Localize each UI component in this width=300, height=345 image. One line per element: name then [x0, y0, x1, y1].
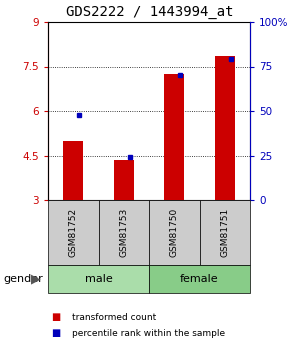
- Text: GSM81751: GSM81751: [220, 208, 229, 257]
- Text: ■: ■: [51, 328, 60, 338]
- Text: ▶: ▶: [31, 273, 41, 286]
- Text: ■: ■: [51, 312, 60, 322]
- Bar: [215, 56, 235, 200]
- Text: transformed count: transformed count: [72, 313, 156, 322]
- Text: male: male: [85, 274, 112, 284]
- Text: GSM81750: GSM81750: [170, 208, 179, 257]
- Text: female: female: [180, 274, 219, 284]
- Text: gender: gender: [3, 274, 43, 284]
- Bar: [114, 160, 134, 200]
- Text: GSM81752: GSM81752: [69, 208, 78, 257]
- Text: GDS2222 / 1443994_at: GDS2222 / 1443994_at: [66, 5, 234, 19]
- Bar: [164, 74, 184, 200]
- Text: percentile rank within the sample: percentile rank within the sample: [72, 328, 225, 337]
- Bar: [63, 141, 83, 200]
- Text: GSM81753: GSM81753: [119, 208, 128, 257]
